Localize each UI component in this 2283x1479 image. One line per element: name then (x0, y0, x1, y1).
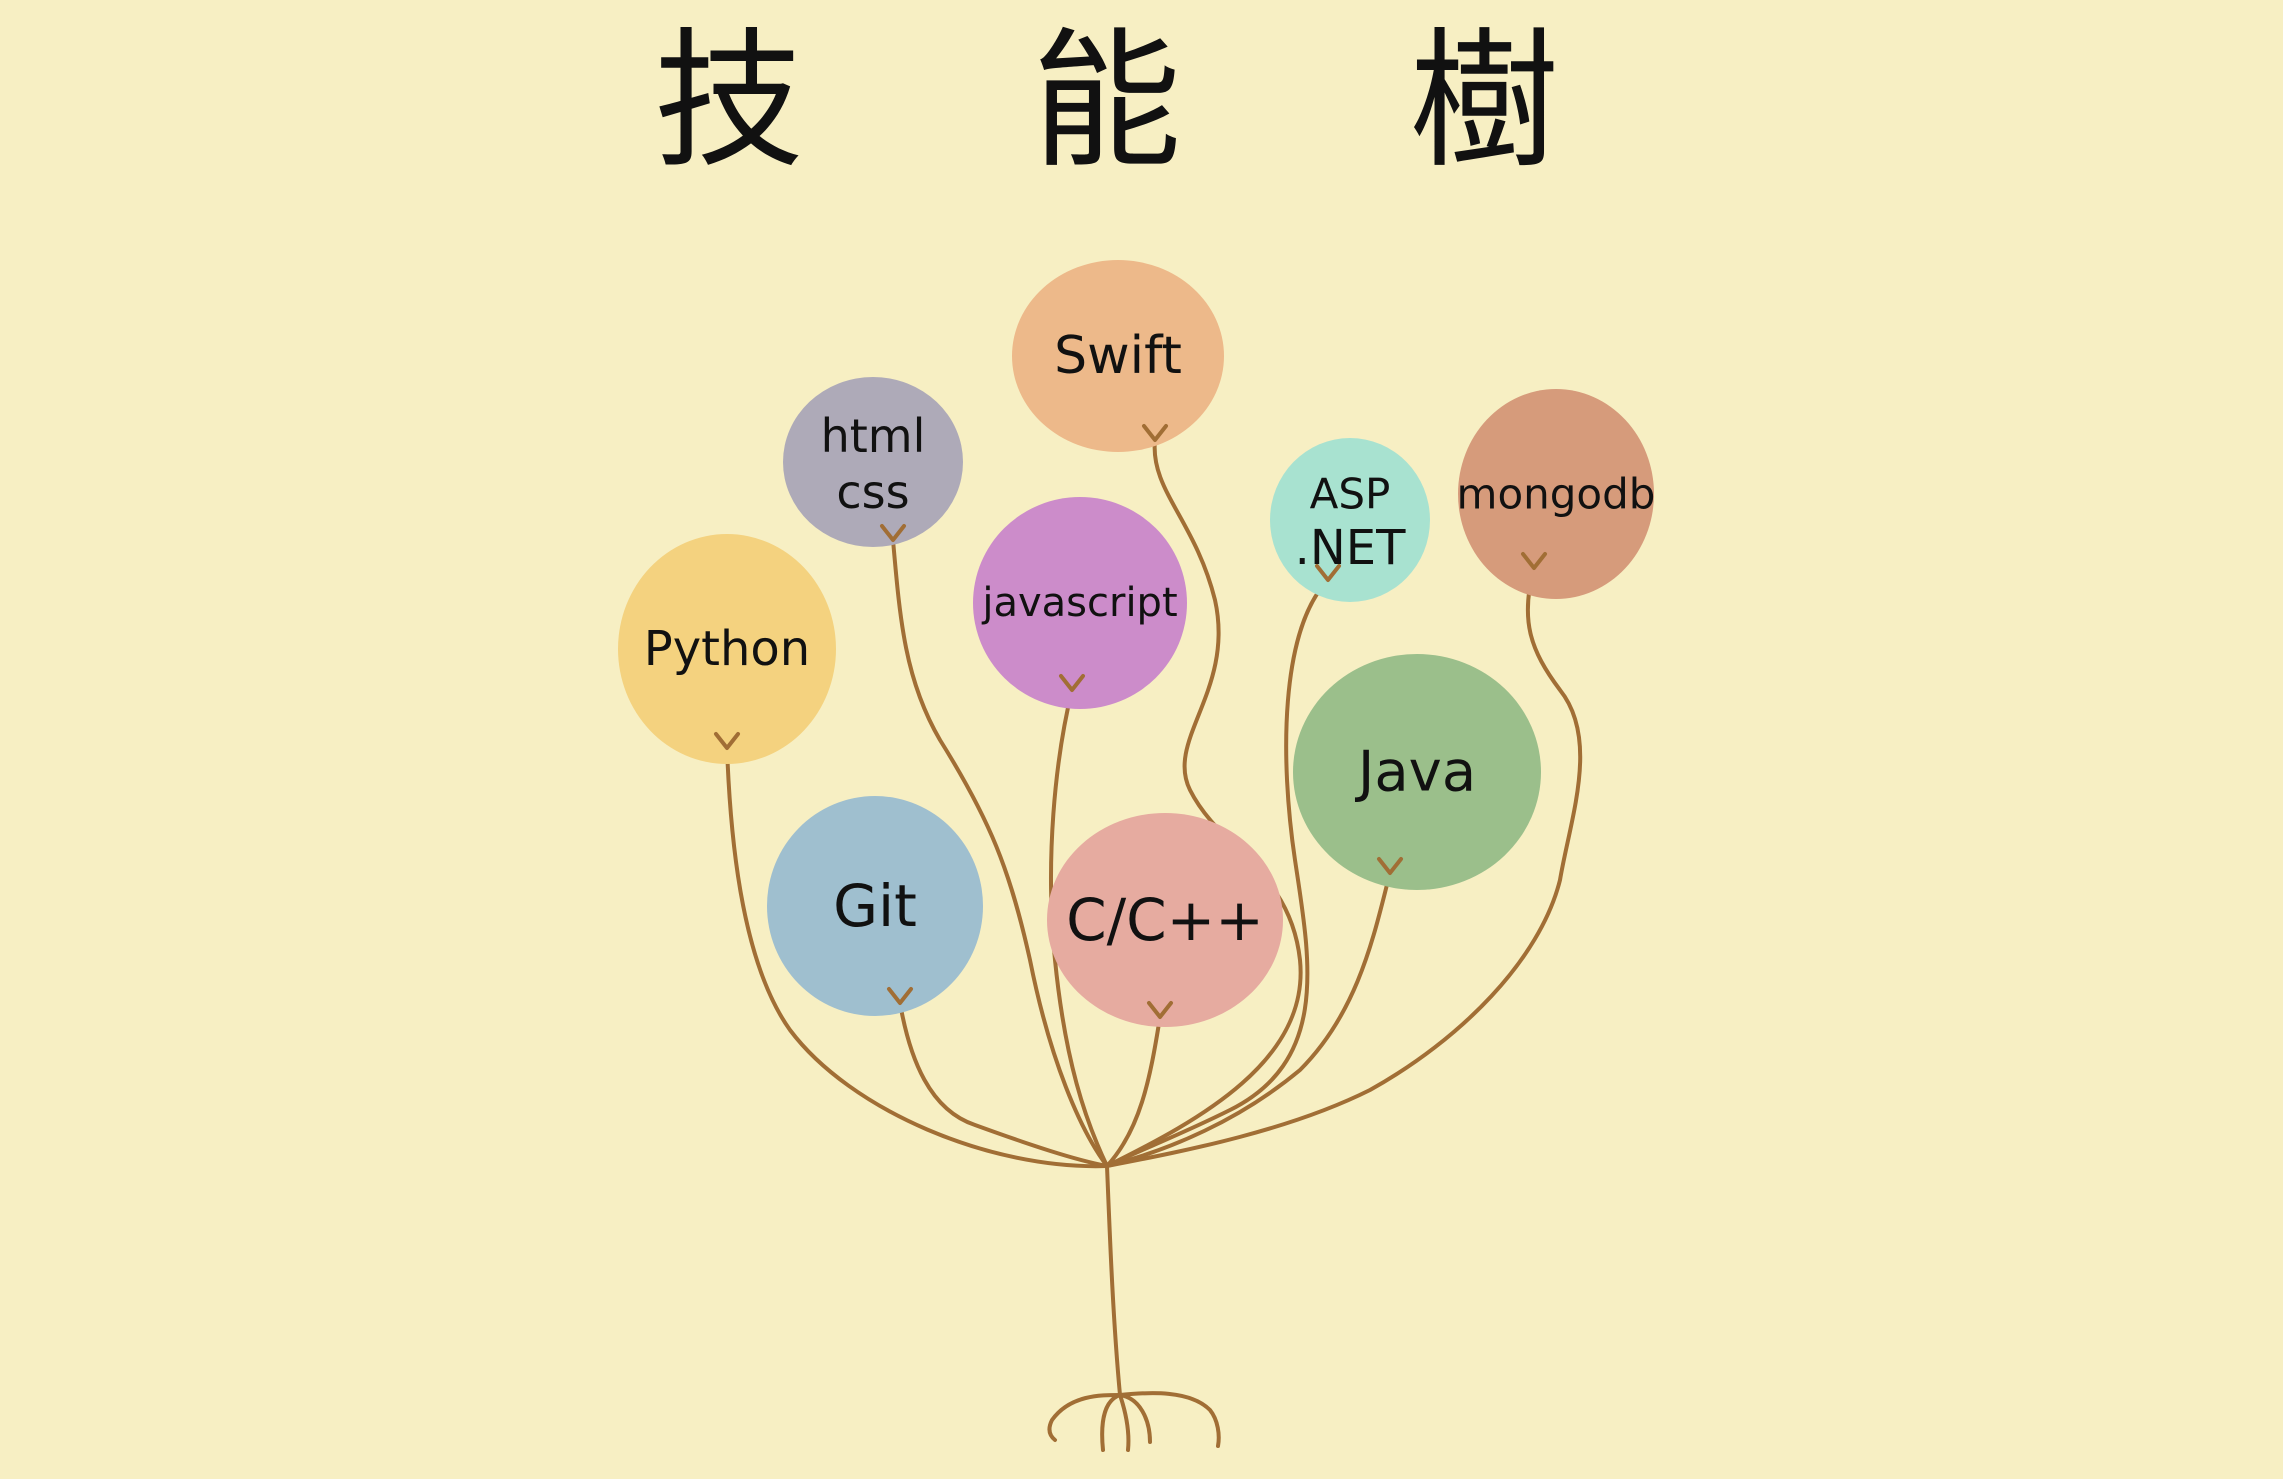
balloon-mongodb: mongodb (1457, 389, 1656, 599)
balloon-knot-swift (1142, 424, 1168, 442)
balloon-circle-asp-net (1270, 438, 1430, 602)
balloon-java: Java (1293, 654, 1541, 890)
tree-trunk (1105, 1164, 1122, 1397)
balloon-knot-java (1377, 857, 1403, 875)
balloon-knot-javascript (1059, 674, 1085, 692)
stem-git (898, 1001, 1109, 1168)
stem-c-cpp (1105, 1015, 1162, 1168)
balloon-label-html-css-1: html (821, 409, 926, 463)
balloon-circle-mongodb (1458, 389, 1654, 599)
balloon-label-javascript: javascript (981, 580, 1177, 626)
page-title: 技 能 樹 (653, 15, 1650, 189)
balloon-circle-html-css (783, 377, 963, 547)
balloon-knot-mongodb (1521, 552, 1547, 570)
root-3 (1118, 1393, 1131, 1452)
balloon-circle-c-cpp (1047, 813, 1283, 1027)
balloon-knot-python (714, 732, 740, 750)
balloon-knot-c-cpp (1147, 1001, 1173, 1019)
balloon-javascript: javascript (973, 497, 1187, 709)
balloon-label-git: Git (833, 872, 917, 940)
balloon-label-java: Java (1355, 740, 1476, 805)
stem-java (1105, 871, 1392, 1168)
balloon-python: Python (618, 534, 836, 764)
root-5 (1118, 1391, 1221, 1448)
balloon-label-mongodb: mongodb (1457, 470, 1656, 519)
balloon-git: Git (767, 796, 983, 1016)
balloon-swift: Swift (1012, 260, 1224, 452)
balloon-label-c-cpp: C/C++ (1066, 886, 1264, 954)
balloon-c-cpp: C/C++ (1047, 813, 1283, 1027)
stem-python (725, 746, 1109, 1169)
balloon-knot-asp-net (1315, 564, 1341, 582)
balloon-label-asp-net-2: .NET (1295, 520, 1406, 576)
balloon-label-asp-net-1: ASP (1310, 470, 1391, 519)
tree-roots (1047, 1391, 1221, 1452)
balloon-circle-python (618, 534, 836, 764)
balloon-knot-html-css (880, 524, 906, 542)
tree-stems (725, 438, 1583, 1397)
balloon-circle-java (1293, 654, 1541, 890)
stem-javascript (1049, 688, 1109, 1168)
stem-asp-net (1105, 578, 1330, 1168)
balloon-knot-git (887, 987, 913, 1005)
balloon-circle-swift (1012, 260, 1224, 452)
balloon-asp-net: ASP.NET (1270, 438, 1430, 602)
balloon-circle-git (767, 796, 983, 1016)
balloon-label-swift: Swift (1054, 326, 1182, 386)
root-1 (1047, 1393, 1122, 1442)
balloon-circle-javascript (973, 497, 1187, 709)
stem-html-css (891, 538, 1109, 1168)
balloon-label-html-css-2: css (836, 465, 909, 519)
stem-mongodb (1105, 566, 1583, 1168)
balloon-label-python: Python (644, 621, 810, 677)
root-2 (1100, 1393, 1122, 1452)
stem-swift (1105, 438, 1303, 1168)
